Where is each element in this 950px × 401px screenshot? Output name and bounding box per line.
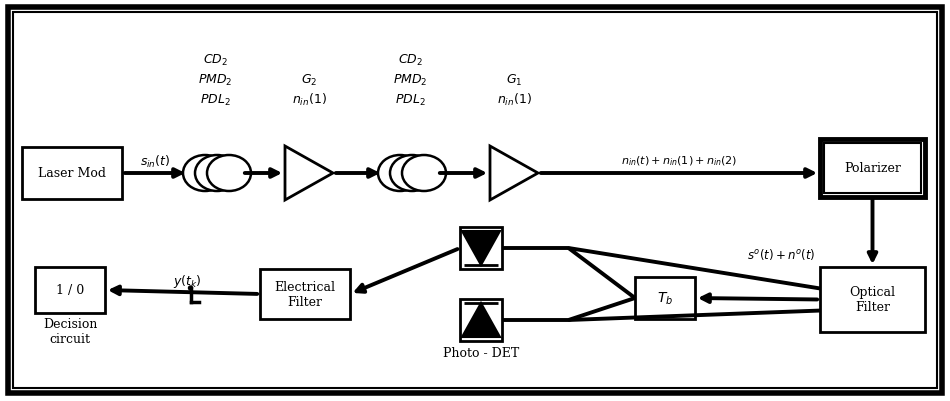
Text: Electrical
Filter: Electrical Filter — [275, 280, 335, 308]
Text: 1 / 0: 1 / 0 — [56, 284, 85, 297]
Text: $G_1$: $G_1$ — [505, 72, 522, 87]
Text: $PDL_2$: $PDL_2$ — [200, 92, 230, 107]
Text: $s_{in}(t)$: $s_{in}(t)$ — [140, 154, 170, 170]
Ellipse shape — [195, 156, 239, 192]
Bar — [460, 227, 502, 269]
Bar — [22, 148, 122, 200]
Text: Photo - DET: Photo - DET — [443, 346, 519, 359]
Bar — [35, 267, 105, 313]
Text: Decision
circuit: Decision circuit — [43, 317, 97, 345]
Text: Polarizer: Polarizer — [844, 162, 901, 175]
Text: $n_{in}(t)+n_{in}(1)+n_{in}(2)$: $n_{in}(t)+n_{in}(1)+n_{in}(2)$ — [621, 154, 737, 168]
Ellipse shape — [207, 156, 251, 192]
Text: Optical
Filter: Optical Filter — [849, 286, 896, 314]
Bar — [260, 269, 350, 319]
Text: Laser Mod: Laser Mod — [38, 167, 106, 180]
Ellipse shape — [183, 156, 227, 192]
Text: $n_{in}(1)$: $n_{in}(1)$ — [497, 92, 531, 108]
Bar — [824, 144, 921, 194]
Text: $s^o(t)+n^o(t)$: $s^o(t)+n^o(t)$ — [747, 246, 815, 261]
Bar — [635, 277, 695, 319]
Text: $PMD_2$: $PMD_2$ — [392, 72, 428, 87]
Polygon shape — [462, 231, 500, 265]
Text: $PMD_2$: $PMD_2$ — [198, 72, 233, 87]
Circle shape — [188, 286, 193, 290]
Text: $G_2$: $G_2$ — [301, 72, 317, 87]
Text: $PDL_2$: $PDL_2$ — [394, 92, 426, 107]
Text: $T_b$: $T_b$ — [656, 290, 674, 306]
Bar — [820, 267, 925, 332]
Bar — [820, 140, 925, 198]
Ellipse shape — [378, 156, 422, 192]
Text: $y(t_k)$: $y(t_k)$ — [173, 272, 201, 289]
Bar — [460, 299, 502, 341]
Text: $CD_2$: $CD_2$ — [397, 52, 423, 67]
Text: $CD_2$: $CD_2$ — [202, 52, 227, 67]
Polygon shape — [490, 147, 538, 200]
Ellipse shape — [390, 156, 434, 192]
Ellipse shape — [402, 156, 446, 192]
Polygon shape — [462, 303, 500, 337]
Polygon shape — [285, 147, 333, 200]
Text: $n_{in}(1)$: $n_{in}(1)$ — [292, 92, 327, 108]
